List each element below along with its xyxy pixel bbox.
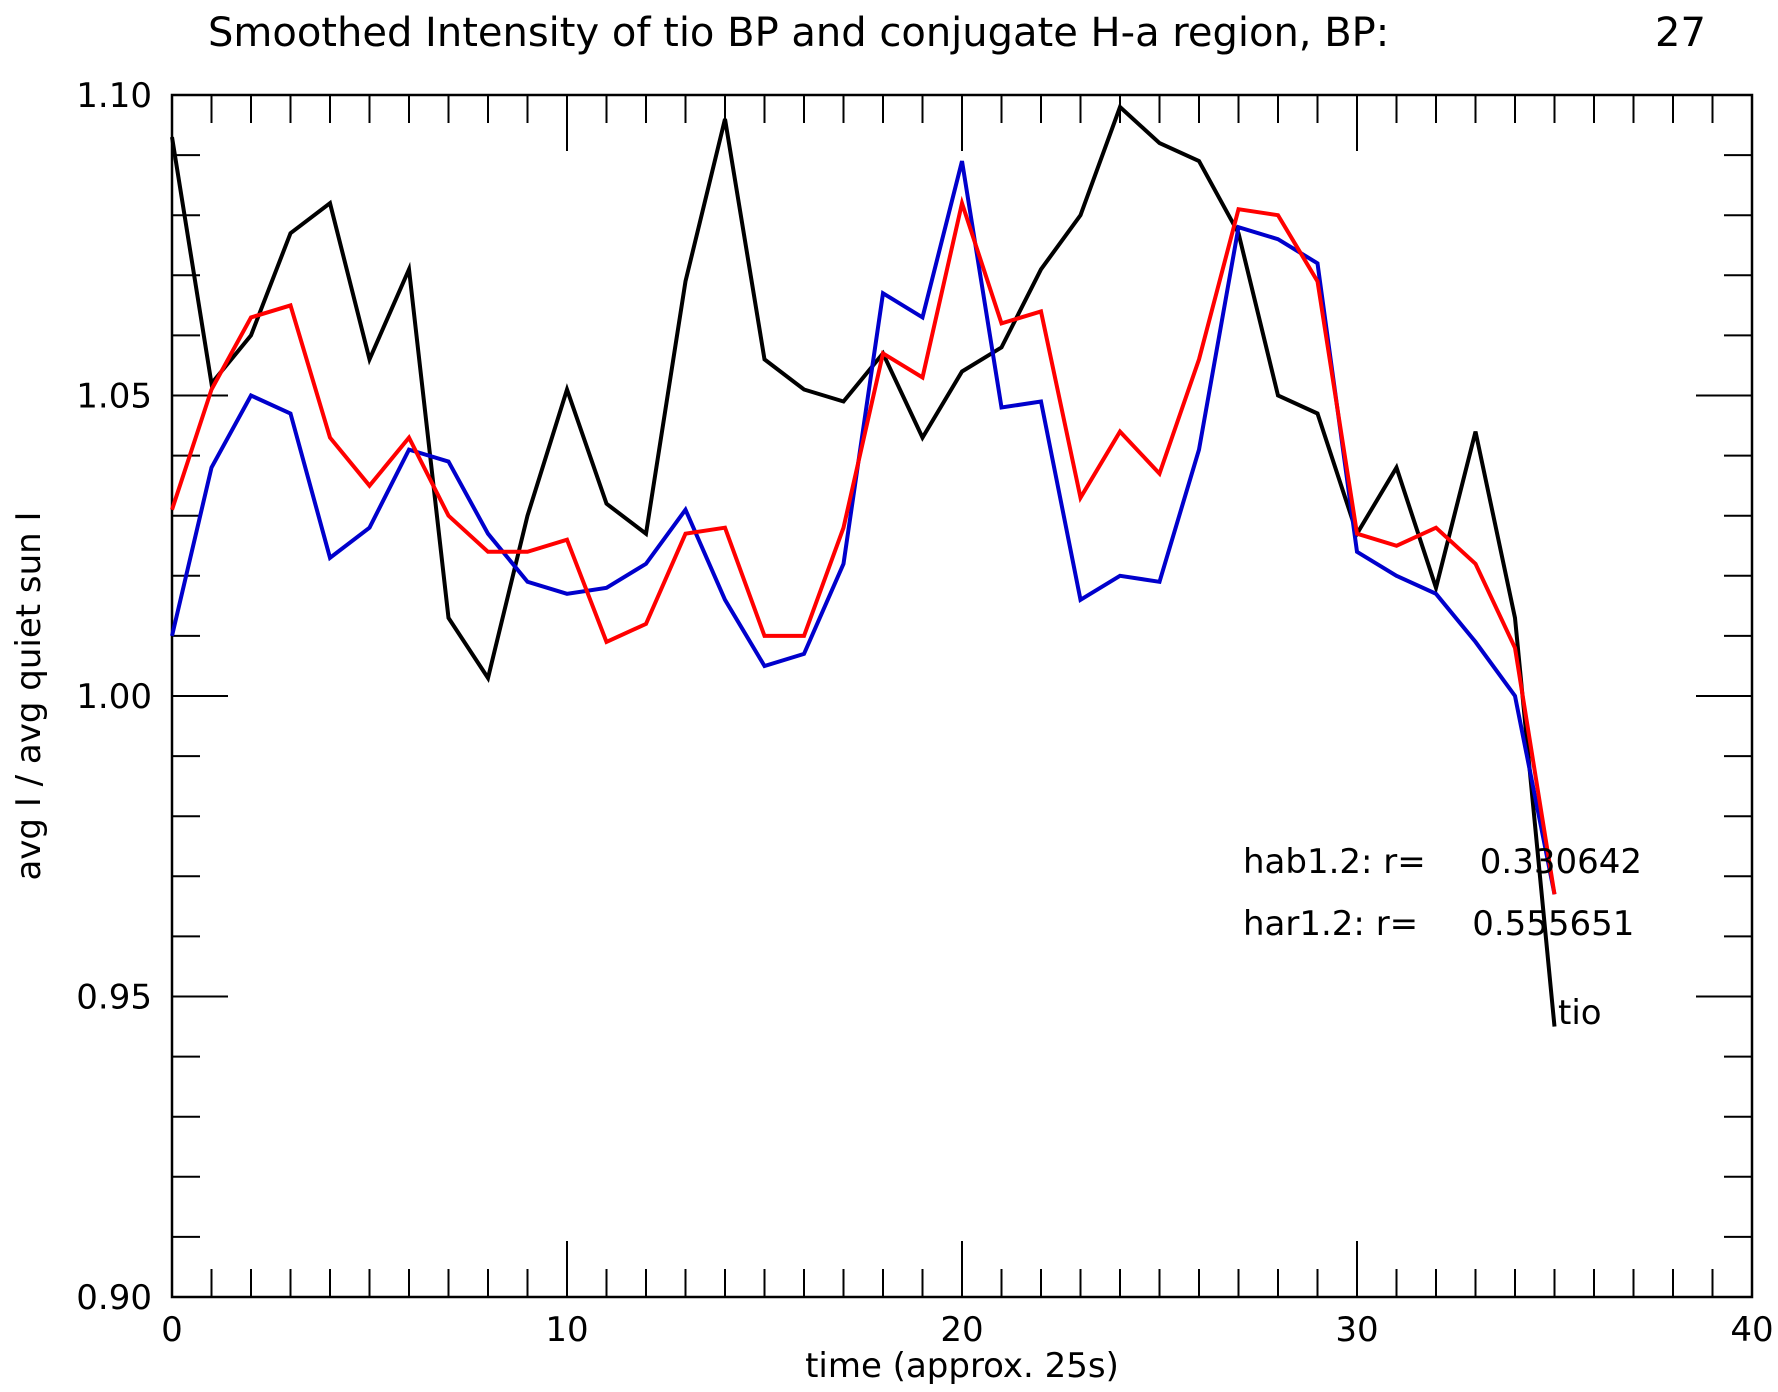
x-tick-label: 20 xyxy=(940,1310,983,1350)
series-line-tio xyxy=(170,103,1557,1027)
series-line-har1-2 xyxy=(170,195,1557,895)
y-tick-label: 1.05 xyxy=(76,377,152,417)
x-tick-label: 0 xyxy=(161,1310,183,1350)
x-axis-label: time (approx. 25s) xyxy=(805,1346,1119,1386)
annotation-tio: tio xyxy=(1558,993,1602,1033)
x-tick-labels: 0 10 20 30 40 xyxy=(161,1310,1773,1350)
y-tick-label: 1.00 xyxy=(76,677,152,717)
series-line-hab1-2 xyxy=(170,160,1557,895)
y-tick-label: 0.95 xyxy=(76,978,152,1018)
y-tick-labels: 0.90 0.95 1.00 1.05 1.10 xyxy=(76,76,152,1318)
chart-title: Smoothed Intensity of tio BP and conjuga… xyxy=(208,10,1389,56)
y-axis-label: avg I / avg quiet sun I xyxy=(9,511,49,880)
x-tick-label: 10 xyxy=(545,1310,588,1350)
y-tick-label: 1.10 xyxy=(76,76,152,116)
chart-bp-number: 27 xyxy=(1655,10,1706,56)
series-lines xyxy=(170,103,1557,1027)
annotation-hab: hab1.2: r= 0.330642 xyxy=(1243,842,1642,882)
axis-ticks xyxy=(172,95,1752,1297)
x-tick-label: 40 xyxy=(1730,1310,1773,1350)
y-tick-label: 0.90 xyxy=(76,1278,152,1318)
x-tick-label: 30 xyxy=(1335,1310,1378,1350)
annotation-har: har1.2: r= 0.555651 xyxy=(1243,904,1634,944)
